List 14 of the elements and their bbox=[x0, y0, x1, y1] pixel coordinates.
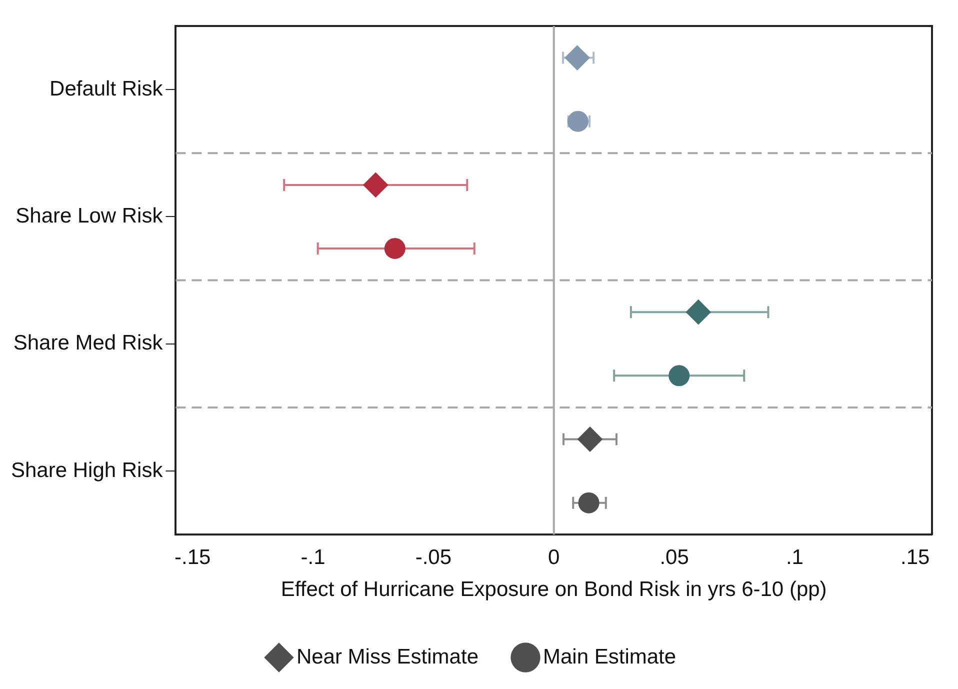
x-tick-label: 0 bbox=[548, 546, 560, 569]
y-tick-label: Share Med Risk bbox=[13, 332, 164, 355]
x-tick-label: -.05 bbox=[415, 546, 452, 569]
y-tick-label: Share Low Risk bbox=[16, 204, 164, 228]
x-axis-title: Effect of Hurricane Exposure on Bond Risk in yrs 6-10 (pp) bbox=[280, 578, 827, 602]
legend-label: Near Miss Estimate bbox=[296, 645, 479, 668]
x-tick-label: .15 bbox=[900, 546, 930, 569]
y-tick-label: Share High Risk bbox=[10, 458, 164, 482]
x-tick-label: .1 bbox=[786, 546, 804, 569]
x-tick-label: -.15 bbox=[174, 546, 211, 569]
x-tick-label: -.1 bbox=[300, 546, 326, 569]
y-tick-label: Default Risk bbox=[50, 77, 164, 100]
x-tick-label: .05 bbox=[660, 546, 689, 569]
legend-label: Main Estimate bbox=[542, 645, 676, 668]
